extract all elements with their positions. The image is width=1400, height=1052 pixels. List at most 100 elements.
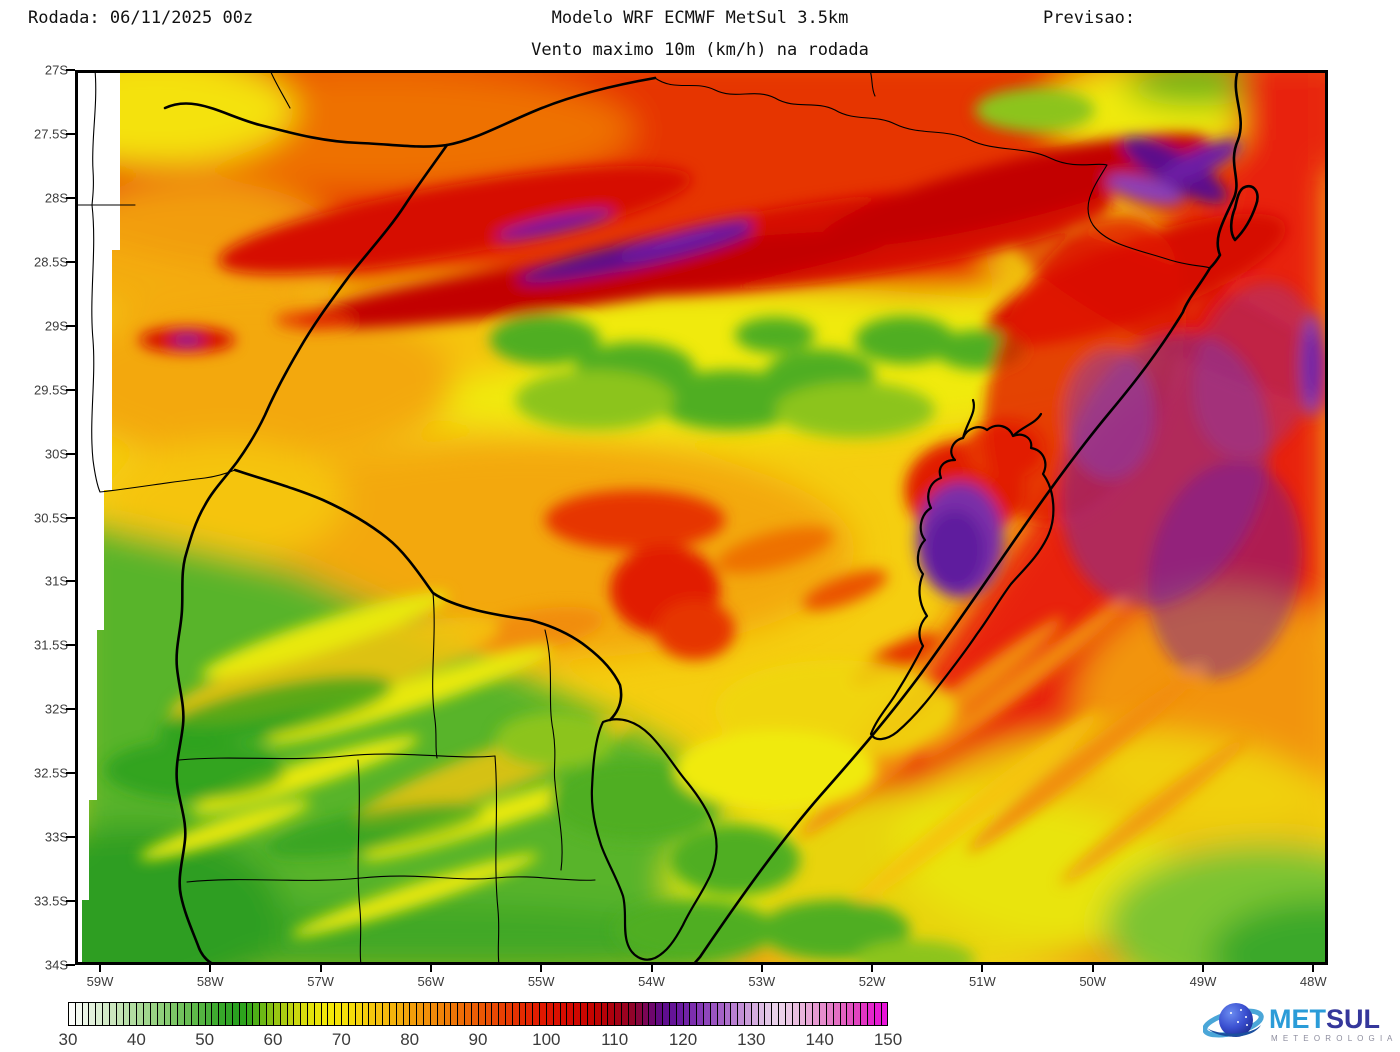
colorbar-cell — [341, 1003, 348, 1025]
lon-label: 48W — [1299, 974, 1327, 989]
lon-tick — [1312, 965, 1315, 972]
lon-tick — [99, 965, 101, 972]
colorbar-cell — [443, 1003, 451, 1025]
colorbar-label: 70 — [331, 1030, 351, 1049]
lat-tick — [66, 580, 75, 583]
lat-tick — [66, 644, 75, 647]
colorbar-cell — [245, 1003, 253, 1025]
colorbar-label: 30 — [58, 1030, 78, 1049]
lat-label: 32S — [44, 701, 68, 717]
colorbar-cell — [197, 1003, 205, 1025]
lat-tick — [66, 900, 75, 903]
colorbar-cell — [300, 1003, 307, 1025]
run-label: Rodada: 06/11/2025 00z — [28, 8, 254, 28]
colorbar-cell — [689, 1003, 697, 1025]
wind-field-detail — [105, 88, 1328, 965]
lon-tick — [319, 965, 322, 972]
colorbar-cell — [566, 1003, 574, 1025]
wind-speed-colorbar — [68, 1002, 888, 1026]
colorbar-cell — [778, 1003, 785, 1025]
lagoa-dos-patos — [869, 424, 1055, 741]
lat-label: 28.5S — [34, 254, 68, 270]
colorbar-cell — [723, 1003, 731, 1025]
colorbar-label: 110 — [601, 1030, 629, 1049]
colorbar-cell — [306, 1003, 314, 1025]
colorbar-cell — [655, 1003, 663, 1025]
lon-label: 59W — [86, 974, 114, 989]
colorbar-cell — [559, 1003, 567, 1025]
colorbar-cell — [518, 1003, 526, 1025]
coastline — [691, 70, 1243, 965]
colorbar-label: 60 — [263, 1030, 283, 1049]
colorbar-cell — [737, 1003, 744, 1025]
colorbar-cell — [573, 1003, 581, 1025]
lat-label: 29S — [44, 318, 68, 334]
colorbar-cell — [703, 1003, 710, 1025]
colorbar-cell — [866, 1003, 874, 1025]
colorbar-label: 100 — [532, 1030, 561, 1049]
colorbar-cell — [272, 1003, 280, 1025]
colorbar-cell — [218, 1003, 226, 1025]
lon-label: 58W — [196, 974, 224, 989]
lat-label: 28S — [44, 190, 68, 206]
colorbar-cell — [184, 1003, 191, 1025]
lat-tick — [66, 964, 75, 966]
forecast-label: Previsao: — [1043, 8, 1136, 28]
colorbar-cell — [368, 1003, 376, 1025]
colorbar-cell — [600, 1003, 608, 1025]
lon-tick — [209, 965, 212, 972]
lon-label: 53W — [748, 974, 776, 989]
colorbar-cell — [95, 1003, 103, 1025]
colorbar-cell — [129, 1003, 137, 1025]
colorbar-cell — [853, 1003, 861, 1025]
colorbar-cell — [491, 1003, 499, 1025]
border-misiones — [269, 70, 291, 109]
colorbar-cell — [873, 1003, 881, 1025]
lon-tick — [1091, 965, 1094, 972]
lon-tick — [540, 965, 543, 972]
wind-map — [75, 70, 1328, 965]
colorbar-cell — [621, 1003, 628, 1025]
colorbar-cell — [375, 1003, 383, 1025]
political-borders — [75, 70, 1259, 965]
colorbar-cell — [682, 1003, 690, 1025]
colorbar-label: 90 — [468, 1030, 488, 1049]
colorbar-cell — [211, 1003, 219, 1025]
colorbar-cell — [614, 1003, 622, 1025]
colorbar-cell — [266, 1003, 273, 1025]
colorbar-cell — [668, 1003, 676, 1025]
colorbar-cell — [382, 1003, 389, 1025]
colorbar-label: 140 — [805, 1030, 834, 1049]
colorbar-cell — [122, 1003, 130, 1025]
lat-tick — [66, 772, 75, 775]
map-frame — [75, 70, 1328, 965]
colorbar-cell — [450, 1003, 458, 1025]
planet-icon — [1203, 1003, 1264, 1038]
border-uy-dept-2 — [357, 759, 362, 965]
colorbar-cell — [757, 1003, 765, 1025]
colorbar-cell — [177, 1003, 185, 1025]
lat-tick — [66, 388, 75, 391]
lat-label: 31.5S — [34, 637, 68, 653]
lon-tick — [871, 965, 874, 972]
colorbar-cell — [423, 1003, 430, 1025]
border-uy-dept-4 — [186, 875, 596, 883]
colorbar-cell — [313, 1003, 321, 1025]
colorbar-label: 80 — [400, 1030, 420, 1049]
colorbar-cell — [354, 1003, 362, 1025]
lon-label: 51W — [969, 974, 996, 989]
colorbar-cell — [170, 1003, 178, 1025]
lon-label: 50W — [1079, 974, 1107, 989]
lat-label: 34S — [44, 957, 68, 973]
colorbar-cell — [498, 1003, 505, 1025]
colorbar-cell — [696, 1003, 704, 1025]
colorbar-cell — [470, 1003, 478, 1025]
no-data-region — [75, 70, 120, 965]
colorbar-cell — [798, 1003, 806, 1025]
island-santa-catarina — [1229, 184, 1259, 242]
colorbar-cell — [825, 1003, 833, 1025]
colorbar-cell — [832, 1003, 840, 1025]
lat-label: 29.5S — [34, 382, 68, 398]
colorbar-cell — [115, 1003, 123, 1025]
